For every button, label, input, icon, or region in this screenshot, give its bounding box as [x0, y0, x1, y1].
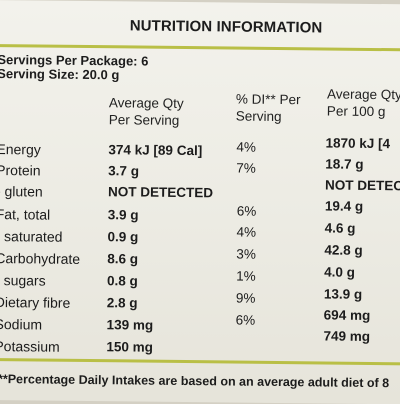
top-divider	[0, 43, 400, 52]
row-potassium-per100: 749 mg	[323, 328, 371, 344]
row-sugars-label: - sugars	[0, 272, 46, 289]
row-sodium-label: Sodium	[0, 316, 43, 333]
row-gluten-serving: NOT DETECTED	[107, 184, 214, 201]
header-di: % DI** Per Serving	[236, 91, 301, 126]
row-saturated-di: 4%	[236, 224, 257, 240]
header-di-line2: Serving	[235, 108, 282, 125]
row-energy-per100: 1870 kJ [4	[325, 135, 391, 152]
row-fat-total-di: 6%	[236, 203, 257, 219]
row-sugars-serving: 0.8 g	[106, 273, 138, 289]
row-energy-di: 4%	[236, 139, 257, 155]
row-carbohydrate-per100: 42.8 g	[324, 242, 363, 258]
header-per-100g-line1: Average Qty	[326, 86, 400, 103]
row-energy-serving: 374 kJ [89 Cal]	[108, 142, 203, 159]
row-sugars-di: 1%	[236, 268, 256, 284]
row-energy-label: Energy	[0, 141, 41, 158]
header-per-serving-line2: Per Serving	[108, 112, 180, 128]
row-saturated-per100: 4.6 g	[324, 220, 356, 236]
row-protein-serving: 3.7 g	[108, 163, 140, 179]
header-per-100g-line2: Per 100 g	[326, 103, 386, 120]
row-sodium-di: 6%	[235, 312, 256, 328]
row-gluten-label: - gluten	[0, 183, 43, 200]
footnote: **Percentage Daily Intakes are based on …	[0, 372, 390, 391]
row-gluten-per100: NOT DETEC	[325, 177, 400, 194]
row-saturated-serving: 0.9 g	[107, 229, 139, 245]
header-di-line1: % DI** Per	[235, 91, 301, 108]
row-saturated-label: - saturated	[0, 228, 63, 245]
row-protein-label: Protein	[0, 162, 41, 179]
row-protein-di: 7%	[236, 160, 256, 176]
row-potassium-label: Potassium	[0, 338, 60, 355]
row-potassium-serving: 150 mg	[106, 339, 153, 355]
row-sugars-per100: 4.0 g	[324, 264, 356, 280]
row-carbohydrate-label: Carbohydrate	[0, 250, 81, 267]
header-per-100g: Average Qty Per 100 g	[327, 85, 400, 120]
row-fat-total-per100: 19.4 g	[324, 198, 364, 214]
row-fat-total-label: Fat, total	[0, 206, 51, 223]
row-fat-total-serving: 3.9 g	[107, 207, 139, 223]
row-sodium-per100: 694 mg	[323, 307, 371, 323]
header-per-serving-line1: Average Qty	[108, 95, 184, 111]
serving-size: Serving Size: 20.0 g	[0, 66, 120, 83]
row-dietary-fibre-di: 9%	[235, 290, 256, 306]
panel-title: NUTRITION INFORMATION	[129, 17, 323, 37]
row-carbohydrate-serving: 8.6 g	[107, 251, 139, 267]
header-per-serving: Average Qty Per Serving	[109, 94, 184, 129]
row-sodium-serving: 139 mg	[106, 317, 154, 333]
row-dietary-fibre-label: Dietary fibre	[0, 294, 71, 311]
row-dietary-fibre-per100: 13.9 g	[323, 286, 363, 302]
bottom-divider	[0, 357, 400, 366]
row-carbohydrate-di: 3%	[236, 246, 256, 262]
row-dietary-fibre-serving: 2.8 g	[106, 295, 138, 311]
row-protein-per100: 18.7 g	[325, 156, 364, 172]
